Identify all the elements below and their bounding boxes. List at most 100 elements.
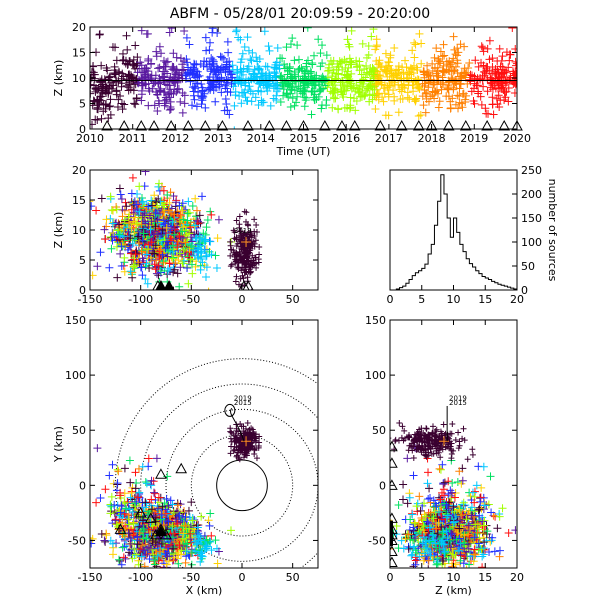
source-point (181, 558, 190, 567)
source-point (481, 545, 489, 554)
source-point (186, 223, 195, 232)
source-point (188, 83, 197, 92)
source-point (141, 498, 150, 507)
station-marker (135, 119, 148, 131)
source-point (426, 75, 435, 84)
source-point (238, 243, 245, 250)
source-point (450, 517, 459, 526)
source-point (217, 88, 226, 97)
source-point (117, 502, 126, 511)
source-point (448, 58, 457, 67)
source-point (141, 478, 150, 487)
source-point (306, 67, 315, 76)
source-point (287, 72, 296, 81)
source-point (421, 89, 430, 98)
source-point (446, 97, 455, 106)
source-point (355, 57, 364, 66)
source-point (396, 95, 405, 104)
source-point (413, 507, 422, 516)
source-point (421, 108, 430, 117)
source-point (390, 43, 399, 52)
source-point (156, 87, 165, 96)
source-point (314, 35, 323, 44)
source-point (455, 92, 464, 101)
source-point (478, 552, 487, 561)
source-point (280, 64, 289, 73)
source-point (187, 548, 196, 557)
source-point (128, 60, 137, 69)
source-point (198, 94, 207, 103)
source-point (131, 250, 140, 259)
source-point (201, 33, 210, 42)
source-point (411, 40, 420, 49)
source-point (90, 200, 94, 202)
source-point (107, 206, 116, 215)
source-point (110, 232, 119, 241)
source-point (112, 539, 121, 548)
source-point (449, 502, 458, 511)
source-point (159, 186, 168, 195)
source-point (466, 70, 475, 79)
source-point (344, 63, 353, 72)
source-point (409, 471, 418, 480)
source-point (236, 281, 243, 288)
source-point (192, 257, 201, 266)
source-point (228, 246, 235, 253)
source-point (479, 82, 488, 91)
source-point (345, 54, 354, 63)
source-point (175, 201, 184, 210)
source-point (293, 92, 302, 101)
source-point (263, 62, 272, 71)
source-point (505, 50, 514, 59)
source-point (307, 110, 316, 119)
source-point (166, 225, 175, 234)
source-point (227, 252, 234, 259)
source-point (369, 70, 378, 79)
source-point (198, 547, 207, 556)
source-point (144, 54, 153, 63)
source-point (167, 89, 176, 98)
source-point (435, 97, 444, 106)
source-point (170, 210, 179, 219)
source-point (153, 552, 162, 561)
source-point (480, 516, 489, 525)
source-point (438, 52, 447, 61)
source-point (415, 29, 424, 38)
source-point (154, 261, 163, 270)
source-point (143, 279, 152, 288)
source-point (198, 86, 207, 95)
source-point (369, 27, 378, 34)
source-point (286, 102, 295, 111)
source-point (128, 495, 137, 504)
source-point (477, 483, 486, 492)
source-point (207, 546, 216, 555)
source-point (189, 65, 198, 74)
source-point (95, 30, 104, 39)
station-marker (148, 119, 160, 131)
source-point (297, 64, 306, 73)
source-point (207, 210, 216, 219)
source-point (169, 268, 178, 277)
source-point (351, 106, 360, 115)
source-point (458, 103, 467, 112)
source-point (508, 27, 517, 33)
source-point (163, 57, 172, 66)
source-point (411, 553, 420, 562)
source-point (432, 71, 441, 80)
source-point (188, 516, 197, 525)
source-point (432, 44, 441, 53)
source-point (147, 59, 156, 68)
source-point (460, 64, 469, 73)
source-point (133, 533, 142, 542)
source-point (422, 88, 431, 97)
source-point (213, 559, 222, 568)
source-point (440, 478, 449, 487)
source-point (197, 100, 206, 109)
source-point (159, 203, 168, 212)
station-marker (425, 119, 438, 131)
source-point (239, 272, 246, 279)
source-point (168, 217, 177, 226)
source-point (142, 499, 151, 508)
source-point (194, 248, 203, 257)
source-point (244, 86, 253, 95)
